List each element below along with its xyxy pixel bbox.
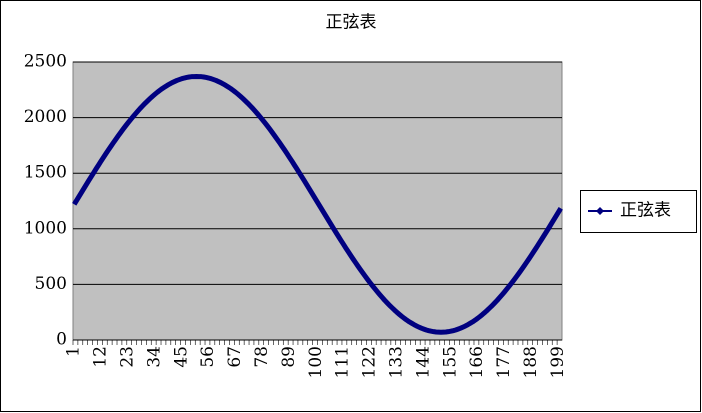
x-tick-label: 111: [333, 346, 353, 378]
line-series: [72, 73, 563, 335]
x-tick-label: 144: [413, 346, 433, 378]
legend-label: 正弦表: [620, 201, 671, 221]
x-tick-label: 89: [279, 346, 299, 368]
x-tick-label: 100: [306, 346, 326, 378]
y-tick-label: 1000: [24, 218, 67, 238]
x-tick-label: 1: [64, 346, 84, 357]
x-tick-label: 12: [91, 346, 111, 368]
x-tick-label: 133: [386, 346, 406, 378]
chart-title: 正弦表: [326, 13, 377, 33]
x-tick-label: 188: [521, 346, 541, 378]
y-tick-label: 1500: [24, 163, 67, 183]
x-tick-label: 45: [171, 346, 191, 368]
x-tick-label: 155: [440, 346, 460, 378]
y-tick-label: 0: [56, 330, 67, 350]
x-tick-label: 199: [548, 346, 568, 378]
x-tick-label: 166: [467, 346, 487, 378]
legend-marker: [596, 207, 604, 215]
x-tick-label: 122: [360, 346, 380, 378]
x-tick-label: 34: [144, 346, 164, 368]
x-tick-label: 23: [118, 346, 138, 368]
y-tick-label: 2000: [24, 107, 67, 127]
x-tick-label: 67: [225, 346, 245, 368]
legend: 正弦表: [580, 190, 697, 233]
x-tick-label: 56: [198, 346, 218, 368]
y-tick-label: 2500: [24, 52, 67, 72]
x-tick-label: 78: [252, 346, 272, 368]
y-tick-label: 500: [35, 274, 67, 294]
x-tick-label: 177: [494, 346, 514, 378]
